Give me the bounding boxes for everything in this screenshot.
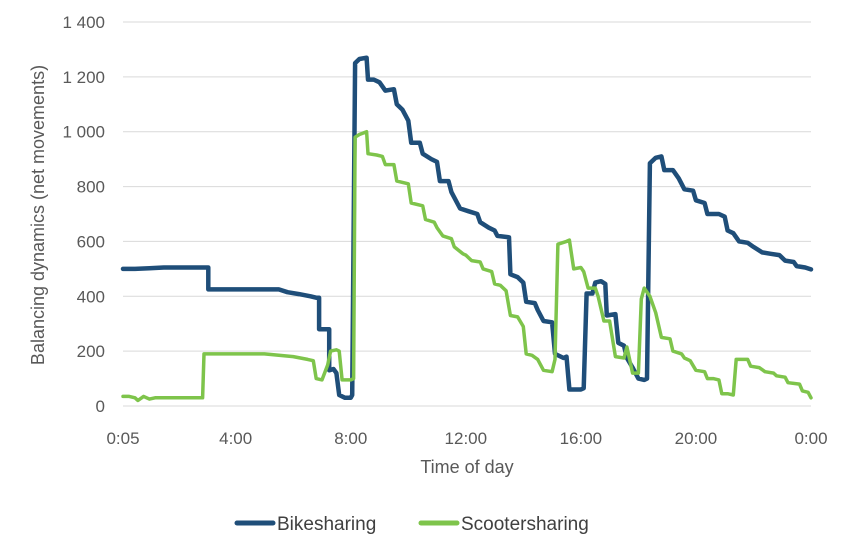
- x-tick-label: 8:00: [334, 429, 367, 448]
- y-tick-label: 1 400: [62, 13, 105, 32]
- x-tick-label: 0:00: [794, 429, 827, 448]
- y-axis-label: Balancing dynamics (net movements): [28, 65, 48, 365]
- y-tick-label: 1 200: [62, 68, 105, 87]
- legend-label-scootersharing: Scootersharing: [461, 514, 589, 535]
- x-tick-label: 12:00: [445, 429, 488, 448]
- y-tick-label: 800: [77, 178, 105, 197]
- y-axis-ticks: 0 200 400 600 800 1 000 1 200 1 400: [62, 13, 105, 416]
- y-tick-label: 1 000: [62, 123, 105, 142]
- series-lines: [120, 55, 814, 403]
- y-tick-label: 600: [77, 232, 105, 251]
- x-axis-label: Time of day: [420, 457, 513, 477]
- series-line-scootersharing: [121, 129, 813, 403]
- y-tick-label: 200: [77, 342, 105, 361]
- series-line-bikesharing: [120, 55, 814, 401]
- x-tick-label: 0:05: [106, 429, 139, 448]
- x-tick-label: 16:00: [560, 429, 603, 448]
- x-tick-label: 4:00: [219, 429, 252, 448]
- y-tick-label: 400: [77, 287, 105, 306]
- y-tick-label: 0: [96, 397, 105, 416]
- x-axis-ticks: 0:05 4:00 8:00 12:00 16:00 20:00 0:00: [106, 429, 827, 448]
- legend-label-bikesharing: Bikesharing: [277, 514, 376, 535]
- x-tick-label: 20:00: [675, 429, 718, 448]
- legend: Bikesharing Scootersharing: [234, 514, 589, 535]
- gridlines: [123, 21, 811, 407]
